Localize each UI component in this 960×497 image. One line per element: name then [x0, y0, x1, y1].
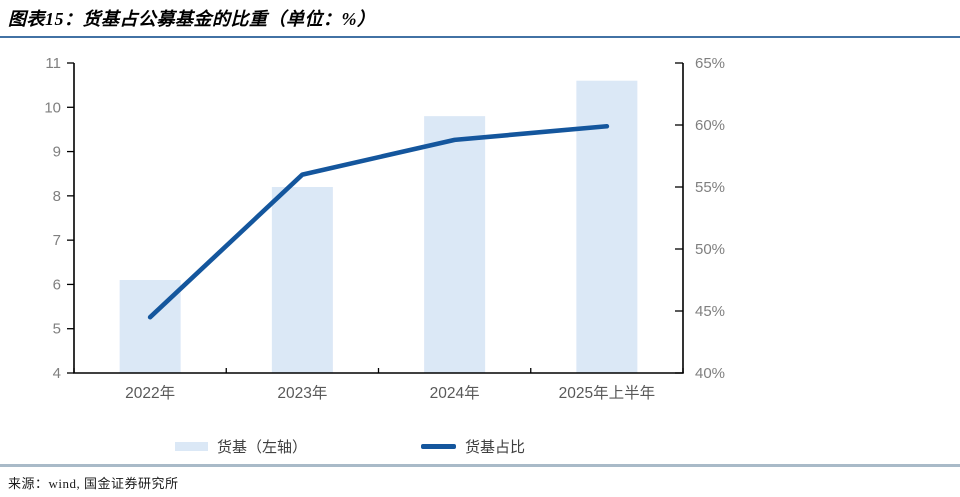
trend-line	[147, 123, 610, 320]
left-axis-tick-label: 6	[53, 276, 61, 293]
left-axis-tick-label: 5	[53, 321, 61, 338]
right-axis-tick-label: 50%	[695, 241, 725, 258]
x-axis-category-label: 2022年	[125, 384, 175, 402]
right-axis-tick-label: 40%	[695, 365, 725, 382]
x-axis-category-label: 2023年	[277, 384, 327, 402]
left-axis-tick-label: 11	[45, 55, 61, 72]
legend-label-line: 货基占比	[465, 439, 526, 456]
chart-canvas: 4 5 6 7 8 9 10 11 40% 45% 50% 55% 60% 65% 2022年 2023年 20…	[44, 55, 725, 402]
left-axis-tick-label: 8	[53, 188, 61, 205]
left-axis-tick-label: 7	[53, 232, 61, 249]
bar-swatch-icon	[175, 441, 208, 451]
footer-divider	[0, 464, 960, 467]
line-swatch-icon	[421, 443, 457, 449]
left-axis-tick-label: 10	[44, 99, 61, 116]
legend-item-line: 货基占比	[421, 436, 525, 457]
source-note: 来源：wind, 国金证券研究所	[8, 476, 179, 491]
chart-title: 图表15：货基占公募基金的比重（单位：%）	[8, 9, 376, 29]
right-axis-tick-label: 45%	[695, 303, 725, 320]
bar	[424, 116, 486, 374]
x-axis-category-label: 2025年上半年	[559, 384, 655, 402]
right-axis-tick-label: 60%	[695, 117, 725, 134]
chart-legend: 货基（左轴） 货基占比	[0, 435, 960, 457]
x-axis-category-label: 2024年	[430, 384, 480, 402]
right-axis-tick-label: 55%	[695, 179, 725, 196]
bar	[119, 280, 181, 373]
right-axis-tick-label: 65%	[695, 55, 725, 72]
legend-label-bars: 货基（左轴）	[217, 439, 308, 456]
legend-item-bars: 货基（左轴）	[175, 436, 307, 457]
bar	[271, 187, 333, 373]
title-underline	[0, 36, 960, 38]
left-axis-tick-label: 4	[53, 365, 61, 382]
left-axis-tick-label: 9	[53, 144, 61, 161]
